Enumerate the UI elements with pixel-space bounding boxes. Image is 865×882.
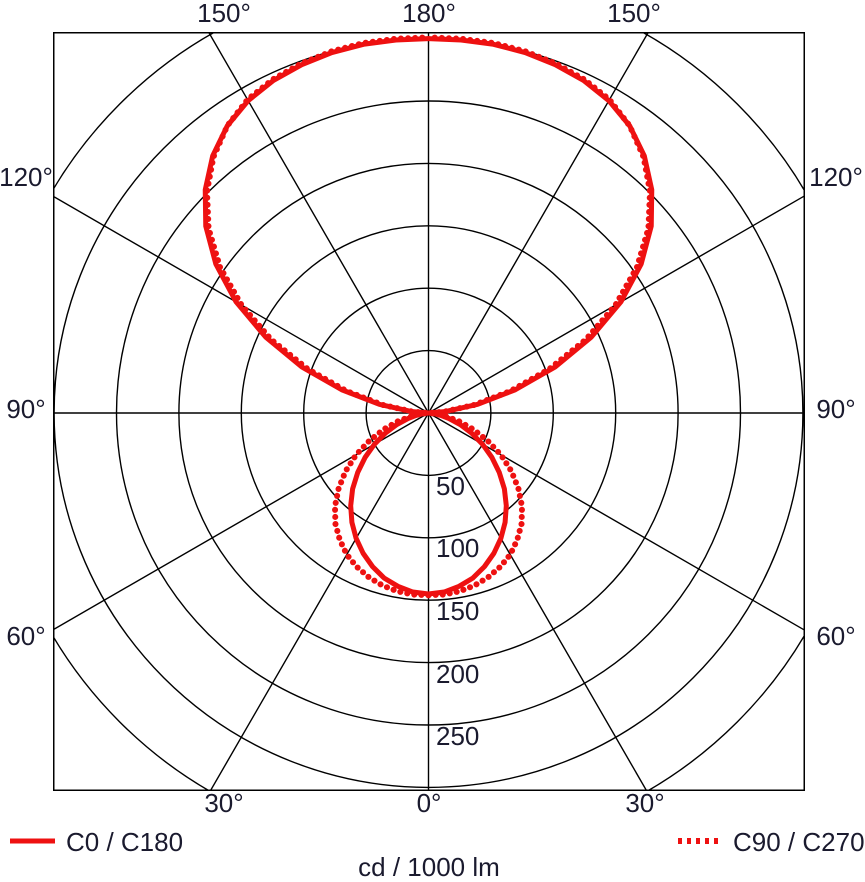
grid-spoke-30 xyxy=(427,412,648,791)
angle-label-top-2: 150° xyxy=(607,0,661,28)
angle-label-left-0: 120° xyxy=(0,162,53,192)
grid-spoke-120 xyxy=(428,194,805,414)
radial-tick-label-2: 150 xyxy=(436,596,479,626)
unit-axis-label: cd / 1000 lm xyxy=(358,852,500,882)
angle-label-bottom-2: 30° xyxy=(625,788,664,818)
legend-label-c0-c180: C0 / C180 xyxy=(66,827,183,857)
chart-text-layer: 150° 180° 150° 120° 90° 60° 120° 90° 60° 30° 0° 30°… xyxy=(0,0,863,818)
distribution-curves xyxy=(202,34,655,599)
grid-spoke-300 xyxy=(53,412,429,631)
grid-spoke-210 xyxy=(207,32,430,414)
grid-spoke-60 xyxy=(428,412,805,632)
grid-spoke-330 xyxy=(209,412,430,791)
radial-tick-label-3: 200 xyxy=(436,659,479,689)
angle-label-top-0: 150° xyxy=(197,0,251,28)
radial-tick-label-1: 100 xyxy=(436,533,479,563)
legend-label-c90-c270: C90 / C270 xyxy=(733,827,865,857)
angle-label-right-1: 90° xyxy=(816,394,855,424)
curve-series-1-half-0 xyxy=(425,34,653,599)
angle-label-top-1: 180° xyxy=(402,0,456,28)
angle-label-left-1: 90° xyxy=(6,394,45,424)
angle-label-right-0: 120° xyxy=(809,162,863,192)
chart-legend: C0 / C180 C90 / C270 cd / 1000 lm xyxy=(10,827,865,882)
angle-label-bottom-0: 30° xyxy=(204,788,243,818)
angle-label-bottom-1: 0° xyxy=(417,788,442,818)
grid-spoke-240 xyxy=(53,195,429,414)
radial-tick-label-0: 50 xyxy=(436,471,465,501)
angle-label-right-2: 60° xyxy=(816,621,855,651)
curve-series-1-half-1 xyxy=(204,34,432,599)
radial-tick-label-4: 250 xyxy=(436,721,479,751)
angle-label-left-2: 60° xyxy=(6,621,45,651)
grid-spoke-150 xyxy=(427,32,650,414)
grid-circle-350 xyxy=(53,32,805,791)
